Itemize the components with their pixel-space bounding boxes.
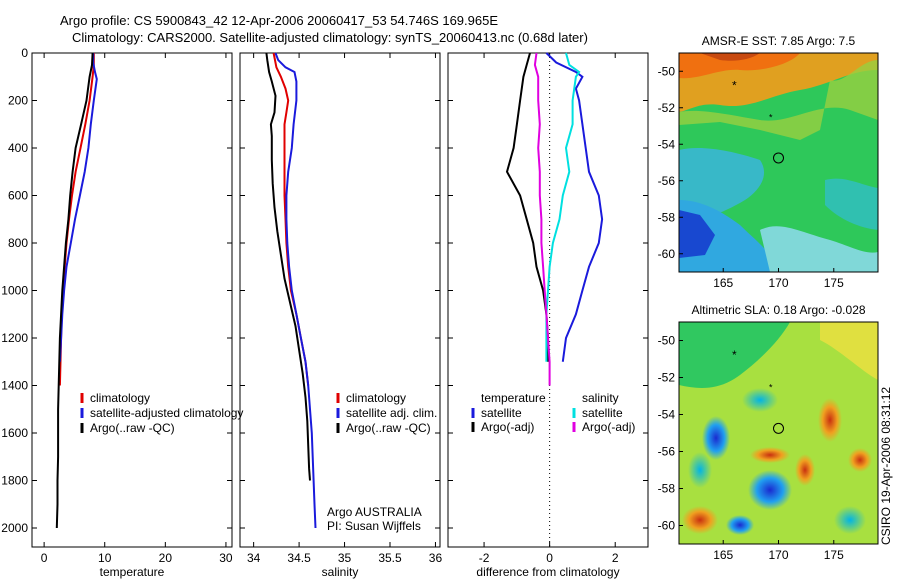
y-tick-label: -60 [658, 247, 676, 261]
y-tick-label: 600 [8, 189, 28, 203]
track-marker: * [769, 113, 773, 123]
y-tick-label: 200 [8, 94, 28, 108]
series-line-satellite-adjusted-climatology [58, 53, 98, 362]
series-line-satellite [545, 52, 604, 362]
y-tick-label: -60 [658, 519, 676, 533]
y-tick-label: 1800 [1, 474, 28, 488]
x-tick-label: 35 [338, 551, 352, 565]
x-axis-label: salinity [322, 565, 359, 579]
y-tick-label: -56 [658, 174, 676, 188]
map-title: Altimetric SLA: 0.18 Argo: -0.028 [691, 303, 865, 317]
plot-frame [239, 52, 441, 548]
legend-label: satellite [481, 406, 522, 420]
series-line-satellite [545, 52, 581, 362]
argo-position-marker [773, 422, 784, 434]
map-title: AMSR-E SST: 7.85 Argo: 7.5 [702, 34, 856, 48]
legend-heading-salinity: salinity [582, 391, 619, 405]
track-marker: * [732, 79, 737, 93]
x-axis-label: difference from climatology [476, 565, 619, 579]
y-tick-label: -58 [658, 482, 676, 496]
diff-legend: temperature salinitysatelliteArgo(-adj)sa… [471, 391, 635, 434]
x-tick-label: 20 [159, 551, 173, 565]
legend-label: Argo(..raw -QC) [90, 421, 175, 435]
panel-annotation: PI: Susan Wijffels [327, 519, 421, 533]
series-line-satellite-adj--clim- [274, 52, 317, 529]
x-axis-label: temperature [100, 565, 165, 579]
profile-panel-1: 0 10 20 30 0 200 400 600 800 1000 1200 1400 1600 1800… [1, 46, 233, 579]
y-tick-label: 1200 [1, 331, 28, 345]
legend-label: Argo(..raw -QC) [346, 421, 431, 435]
x-tick-label: 2 [612, 551, 619, 565]
sst-map: AMSR-E SST: 7.85 Argo: 7.5 165 170 175 -50 -5… [658, 34, 879, 290]
sst-map-image [679, 53, 878, 272]
legend-label: satellite [582, 406, 623, 420]
plot-frame [31, 52, 233, 548]
legend-label: climatology [346, 391, 406, 405]
x-tick-label: 165 [713, 548, 733, 562]
sla-map: Altimetric SLA: 0.18 Argo: -0.028 165 170 1… [658, 303, 879, 562]
x-tick-label: 0 [41, 551, 48, 565]
x-tick-label: 34.5 [287, 551, 311, 565]
y-tick-label: -52 [658, 101, 676, 115]
x-tick-label: 10 [98, 551, 112, 565]
legend-label: satellite adj. clim. [346, 406, 437, 420]
legend-heading-temperature: temperature [481, 391, 546, 405]
series-line-argo---raw--qc- [55, 52, 94, 529]
sla-map-image [679, 322, 878, 544]
y-tick-label: 1000 [1, 284, 28, 298]
y-tick-label: 800 [8, 236, 28, 250]
y-tick-label: 1600 [1, 426, 28, 440]
x-tick-label: 30 [219, 551, 233, 565]
y-tick-label: -58 [658, 210, 676, 224]
y-tick-label: -54 [658, 137, 676, 151]
x-tick-label: 170 [768, 276, 788, 290]
legend-label: Argo(-adj) [481, 420, 534, 434]
y-tick-label: 400 [8, 141, 28, 155]
x-tick-label: -2 [479, 551, 490, 565]
track-marker: * [732, 348, 737, 362]
x-tick-label: 0 [546, 551, 553, 565]
profile-panel-2: 34 34.5 35 35.5 36 salinity [239, 52, 443, 579]
panel-annotation: Argo AUSTRALIA [327, 505, 422, 519]
track-marker: * [769, 382, 773, 392]
csiro-stamp: CSIRO 19-Apr-2006 08:31:12 [879, 387, 893, 545]
x-tick-label: 35.5 [378, 551, 402, 565]
y-tick-label: -54 [658, 408, 676, 422]
y-tick-label: 2000 [1, 521, 28, 535]
x-tick-label: 36 [429, 551, 443, 565]
x-tick-label: 175 [824, 548, 844, 562]
figure-title-line1: Argo profile: CS 5900843_42 12-Apr-2006 … [60, 13, 499, 28]
y-tick-label: -52 [658, 371, 676, 385]
y-tick-label: 0 [21, 46, 28, 60]
x-tick-label: 34 [247, 551, 261, 565]
series-line-argo--adj- [533, 52, 551, 386]
y-tick-label: 1400 [1, 379, 28, 393]
x-tick-label: 165 [713, 276, 733, 290]
argo-position-marker [773, 152, 784, 164]
y-tick-label: -50 [658, 64, 676, 78]
figure-title-line2: Climatology: CARS2000. Satellite-adjuste… [72, 30, 588, 45]
y-tick-label: -50 [658, 334, 676, 348]
series-line-argo---raw--qc- [265, 52, 311, 481]
legend-label: satellite-adjusted climatology [90, 406, 243, 420]
y-tick-label: -56 [658, 445, 676, 459]
legend-label: climatology [90, 391, 150, 405]
x-tick-label: 175 [824, 276, 844, 290]
legend-label: Argo(-adj) [582, 420, 635, 434]
x-tick-label: 170 [768, 548, 788, 562]
